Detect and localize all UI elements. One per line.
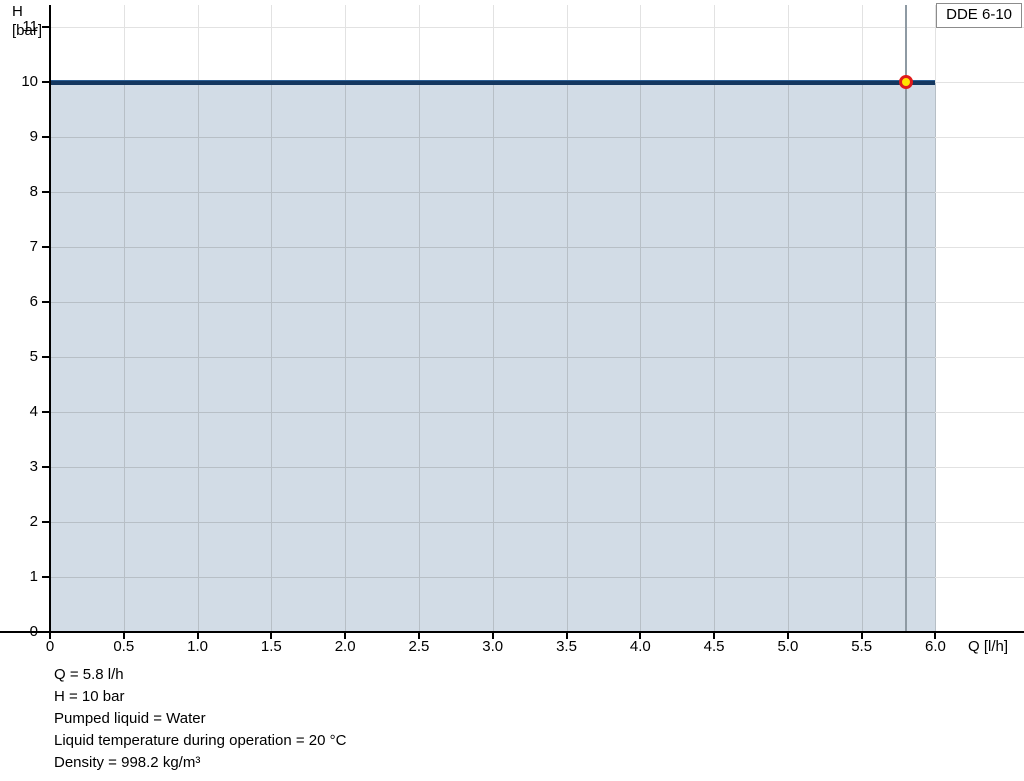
y-axis-tick-label: 9 [29, 128, 38, 145]
gridline-horizontal-shaded [50, 522, 936, 523]
x-axis-tick-label: 4.0 [629, 638, 651, 655]
note-line: Liquid temperature during operation = 20… [54, 732, 347, 749]
y-axis-title-symbol: H [12, 3, 23, 20]
y-axis-tick-label: 7 [29, 238, 38, 255]
gridline-horizontal-shaded [50, 247, 936, 248]
x-axis-tick-label: 3.5 [556, 638, 577, 655]
x-axis-tick-label: 3.0 [482, 638, 504, 655]
operating-point-marker[interactable] [898, 75, 913, 89]
y-axis-tick [42, 576, 50, 578]
x-axis-line [0, 631, 1024, 633]
x-axis-tick [934, 631, 937, 639]
y-axis-title-unit: [bar] [12, 22, 43, 39]
note-line: Q = 5.8 l/h [54, 666, 124, 683]
x-axis-tick-label: 6.0 [925, 638, 946, 655]
note-line: Density = 998.2 kg/m³ [54, 754, 201, 771]
y-axis-tick [42, 246, 50, 248]
y-axis-tick-label: 0 [29, 623, 38, 640]
x-axis-tick-label: 5.5 [851, 638, 873, 655]
x-axis-tick [713, 631, 716, 639]
gridline-horizontal-shaded [50, 302, 936, 303]
gridline-horizontal [50, 27, 1024, 28]
x-axis-tick [860, 631, 863, 639]
y-axis-tick-label: 3 [29, 458, 38, 475]
legend-box[interactable]: DDE 6-10 [936, 3, 1022, 28]
x-axis-tick-label: 4.5 [703, 638, 725, 655]
gridline-horizontal-shaded [50, 577, 936, 578]
note-line: Pumped liquid = Water [54, 710, 206, 727]
y-axis-title: H [bar] [12, 2, 42, 40]
y-axis-tick-label: 1 [29, 568, 38, 585]
gridline-horizontal-shaded [50, 192, 936, 193]
x-axis-tick [49, 631, 51, 639]
y-axis-tick [42, 411, 50, 413]
performance-curve [50, 80, 936, 85]
y-axis-tick [42, 301, 50, 303]
x-axis-tick-label: 0.5 [113, 638, 135, 655]
x-axis-tick [639, 631, 642, 639]
x-axis-tick [270, 631, 273, 639]
y-axis-line [49, 5, 51, 633]
y-axis-tick [42, 356, 50, 358]
x-axis-tick-label: 5.0 [777, 638, 799, 655]
x-axis-tick-label: 1.5 [260, 638, 282, 655]
plot-area [50, 5, 1024, 632]
gridline-horizontal-shaded [50, 412, 936, 413]
y-axis-tick [42, 26, 50, 28]
y-axis-tick [42, 81, 50, 83]
y-axis-tick [42, 631, 50, 633]
plot-canvas [50, 5, 1024, 632]
y-axis-tick-label: 8 [29, 183, 38, 200]
y-axis-tick [42, 191, 50, 193]
operating-conditions-notes: Q = 5.8 l/h H = 10 bar Pumped liquid = Wat… [54, 664, 346, 774]
note-line: H = 10 bar [54, 688, 125, 705]
x-axis-tick [417, 631, 420, 639]
y-axis-tick-label: 5 [29, 348, 38, 365]
gridline-horizontal-shaded [50, 357, 936, 358]
y-axis-tick [42, 136, 50, 138]
gridline-horizontal-shaded [50, 137, 936, 138]
x-axis-tick-label: 2.5 [408, 638, 430, 655]
x-axis-title: Q [l/h] [968, 638, 1009, 655]
gridline-horizontal-shaded [50, 467, 936, 468]
y-axis-tick-label: 4 [29, 403, 38, 420]
x-axis-tick [122, 631, 125, 639]
x-axis-tick-label: 2.0 [334, 638, 356, 655]
y-axis-tick-label: 6 [29, 293, 38, 310]
x-axis-tick-label: 1.0 [187, 638, 208, 655]
y-axis-tick-label: 10 [21, 73, 38, 90]
x-axis-tick [565, 631, 568, 639]
operating-point-vertical-line [904, 5, 907, 632]
x-axis-tick-label: 0 [45, 638, 55, 655]
x-axis-tick [491, 631, 494, 639]
y-axis-tick [42, 466, 50, 468]
x-axis-tick [196, 631, 199, 639]
x-axis-tick [344, 631, 347, 639]
y-axis-tick-label: 2 [29, 513, 38, 530]
y-axis-tick [42, 521, 50, 523]
x-axis-tick [786, 631, 789, 639]
legend-label: DDE 6-10 [946, 6, 1012, 23]
y-axis-tick-label: 11 [22, 18, 38, 35]
